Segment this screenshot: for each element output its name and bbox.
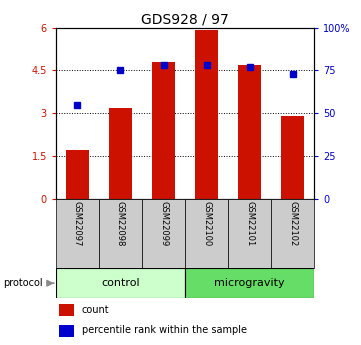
- Bar: [99, 199, 142, 268]
- Bar: [238, 65, 261, 199]
- Title: GDS928 / 97: GDS928 / 97: [141, 12, 229, 27]
- Text: GSM22101: GSM22101: [245, 201, 254, 246]
- Bar: [66, 150, 89, 199]
- Bar: [195, 30, 218, 199]
- Text: GSM22102: GSM22102: [288, 201, 297, 246]
- Bar: [228, 199, 271, 268]
- Bar: [142, 199, 185, 268]
- Text: control: control: [101, 278, 140, 288]
- Text: protocol: protocol: [4, 278, 43, 288]
- Bar: [281, 116, 304, 199]
- Bar: [58, 325, 74, 337]
- Text: GSM22100: GSM22100: [202, 201, 211, 246]
- Text: GSM22097: GSM22097: [73, 201, 82, 247]
- Bar: [185, 199, 228, 268]
- Bar: [109, 108, 132, 199]
- Text: GSM22099: GSM22099: [159, 201, 168, 246]
- Text: percentile rank within the sample: percentile rank within the sample: [82, 325, 247, 335]
- Bar: [58, 305, 74, 316]
- Bar: [271, 199, 314, 268]
- Bar: [185, 268, 314, 298]
- Bar: [152, 62, 175, 199]
- Bar: [56, 199, 99, 268]
- Text: GSM22098: GSM22098: [116, 201, 125, 247]
- Bar: [56, 268, 185, 298]
- Text: count: count: [82, 305, 109, 315]
- Text: microgravity: microgravity: [214, 278, 285, 288]
